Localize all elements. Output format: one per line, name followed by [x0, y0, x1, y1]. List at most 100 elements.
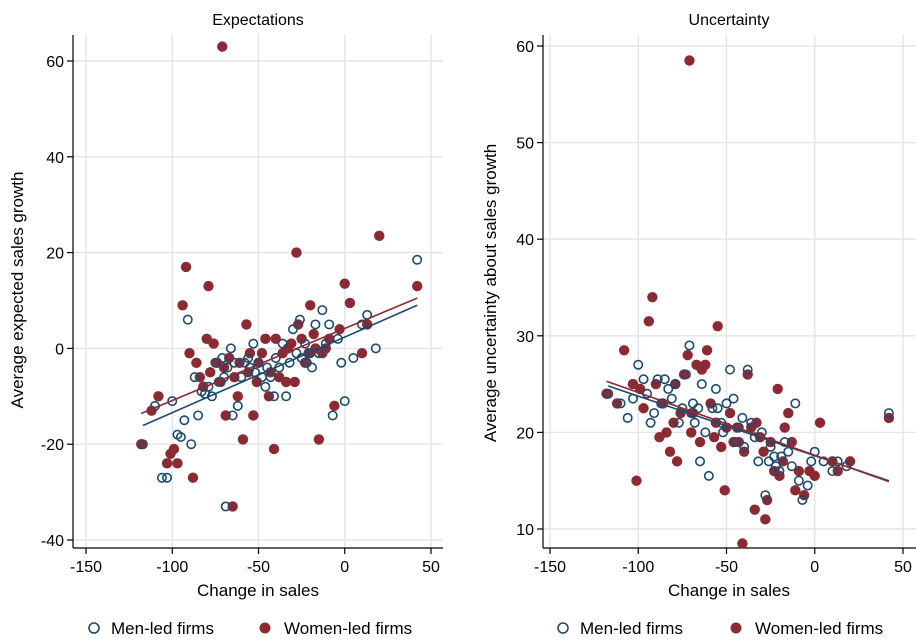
uncertainty-men-point [700, 427, 711, 438]
uncertainty-women-point [647, 291, 658, 303]
legend-men-label: Men-led firms [580, 619, 683, 638]
expectations-women-point [251, 376, 262, 388]
expectations-women-point [237, 434, 249, 445]
uncertainty-men-point [645, 417, 656, 428]
legend-women-label: Women-led firms [755, 619, 883, 638]
expectations-x-tick-label: -150 [70, 559, 102, 576]
expectations-x-axis-label: Change in sales [197, 581, 319, 600]
expectations-women-point [256, 347, 268, 359]
uncertainty-women-point [844, 456, 856, 467]
expectations-women-point [286, 338, 297, 349]
uncertainty-y-axis-label: Average uncertainty about sales growth [481, 144, 500, 442]
expectations-men-point [243, 352, 254, 363]
uncertainty-men-point [818, 456, 829, 467]
uncertainty-women-point [790, 485, 801, 496]
uncertainty-men-point [746, 417, 757, 428]
uncertainty-women-point [786, 436, 798, 448]
uncertainty-women-point [783, 407, 794, 419]
legend-men-marker [88, 622, 100, 634]
uncertainty-women-point [650, 378, 662, 390]
expectations-women-point [187, 472, 199, 483]
expectations-women-point [217, 41, 228, 52]
uncertainty-men-point [684, 340, 695, 351]
uncertainty-women-point [779, 422, 790, 433]
uncertainty-men-point [765, 441, 776, 452]
expectations-women-point [289, 376, 300, 388]
expectations-men-point [306, 362, 317, 373]
uncertainty-women-point [682, 349, 693, 361]
expectations-women-point [280, 376, 292, 388]
uncertainty-women-point [664, 446, 676, 457]
expectations-women-point [180, 261, 192, 273]
uncertainty-men-point [776, 451, 787, 462]
expectations-men-point [336, 357, 347, 368]
expectations-men-point [270, 352, 281, 363]
expectations-men-series [137, 254, 423, 512]
expectations-women-point [291, 247, 302, 258]
uncertainty-women-fit-line [606, 380, 890, 483]
uncertainty-women-point [772, 383, 783, 395]
uncertainty-women-point [716, 441, 727, 453]
uncertainty-men-point [790, 398, 801, 409]
expectations-men-point [248, 338, 259, 349]
expectations-y-tick-label: 20 [46, 246, 64, 263]
expectations-women-point [374, 230, 385, 242]
expectations-men-point [175, 432, 186, 443]
uncertainty-men-point [689, 417, 700, 428]
expectations-x-tick-label: 50 [422, 559, 440, 576]
uncertainty-women-point [643, 316, 655, 327]
expectations-women-point [208, 338, 219, 349]
uncertainty-men-point [783, 446, 794, 457]
uncertainty-men-point [710, 383, 721, 394]
expectations-y-tick-label: -40 [41, 533, 64, 550]
expectations-men-point [193, 410, 204, 421]
uncertainty-men-point [742, 364, 753, 375]
expectations-women-point [412, 280, 423, 292]
uncertainty-x-tick-label: -100 [622, 559, 654, 576]
uncertainty-men-point [663, 383, 674, 394]
expectations-women-point [313, 434, 325, 445]
uncertainty-men-point [696, 379, 707, 390]
uncertainty-men-point [673, 417, 684, 428]
uncertainty-women-point [719, 485, 730, 496]
expectations-men-point [179, 415, 190, 426]
uncertainty-men-point [622, 412, 633, 423]
uncertainty-men-point [883, 408, 894, 419]
uncertainty-y-tick-label: 40 [516, 232, 534, 249]
uncertainty-men-point [615, 398, 626, 409]
expectations-panel: Expectations Change in sales Average exp… [8, 12, 443, 600]
uncertainty-men-point [695, 456, 706, 467]
expectations-women-point [168, 443, 180, 455]
uncertainty-title: Uncertainty [689, 12, 770, 29]
uncertainty-men-point [677, 403, 688, 414]
expectations-y-tick-label: 40 [46, 150, 64, 167]
uncertainty-y-tick-label: 20 [516, 425, 534, 442]
uncertainty-men-point [687, 398, 698, 409]
legend-women-marker [730, 622, 742, 634]
uncertainty-women-point [671, 456, 683, 467]
expectations-women-point [308, 328, 319, 340]
expectations-women-point [248, 410, 259, 421]
expectations-women-point [205, 367, 216, 378]
expectations-men-point [227, 410, 238, 421]
uncertainty-women-point [712, 320, 723, 332]
expectations-men-point [348, 352, 359, 363]
uncertainty-panel: Uncertainty Change in sales Average unce… [481, 12, 916, 600]
uncertainty-women-point [798, 489, 810, 501]
uncertainty-men-point [841, 461, 852, 472]
uncertainty-x-tick-label: -150 [534, 559, 566, 576]
expectations-women-point [203, 280, 214, 292]
expectations-women-point [344, 297, 356, 309]
expectations-women-point [356, 347, 368, 359]
expectations-women-point [177, 300, 188, 311]
uncertainty-men-point [753, 456, 764, 467]
uncertainty-men-series [603, 340, 894, 506]
expectations-y-axis-label: Average expected sales growth [8, 172, 27, 409]
expectations-men-point [265, 372, 276, 383]
uncertainty-women-point [661, 427, 672, 438]
expectations-men-point [189, 372, 200, 383]
uncertainty-women-point [761, 494, 773, 506]
expectations-men-point [294, 314, 305, 325]
expectations-men-fit-line [142, 304, 418, 427]
